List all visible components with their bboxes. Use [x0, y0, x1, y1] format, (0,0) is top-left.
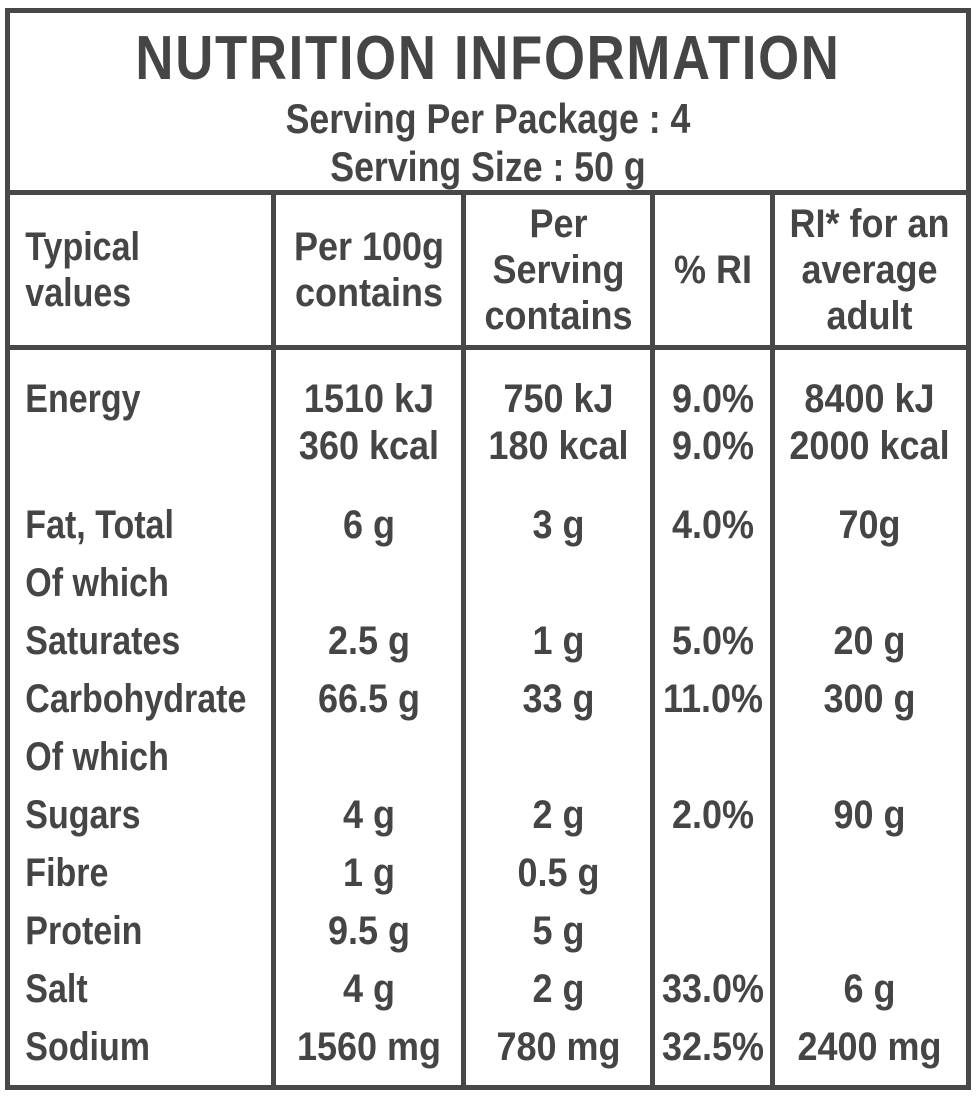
column-divider: [770, 195, 775, 1085]
percent-ri-value: [659, 728, 767, 786]
per-serving-value: 3 g: [532, 503, 585, 547]
percent-ri-value: 33.0%: [661, 967, 765, 1011]
nutrient-name: Saturates: [25, 619, 181, 663]
per-serving-value: 0.5 g: [517, 851, 600, 895]
title-section: NUTRITION INFORMATION Serving Per Packag…: [10, 13, 966, 195]
per-serving-value: 2 g: [532, 793, 585, 837]
per-100g-value: [284, 728, 455, 786]
nutrient-name: Fat, Total: [25, 503, 174, 547]
nutrient-name: Salt: [25, 967, 88, 1011]
header-ri-average-adult: RI* for an average adult: [789, 202, 950, 338]
table-row-of-which: Of which: [10, 554, 966, 612]
nutrient-name: Sugars: [25, 793, 141, 837]
ri-average-adult-value: 20 g: [833, 619, 906, 663]
nutrient-name: Carbohydrate: [25, 677, 247, 721]
table-row-saturates: Saturates 2.5 g 1 g 5.0% 20 g: [10, 612, 966, 670]
ri-average-adult-value: [783, 902, 957, 960]
serving-per-package: Serving Per Package : 4: [285, 95, 691, 142]
header-per-100g: Per 100g contains: [293, 225, 445, 315]
nutrition-label: NUTRITION INFORMATION Serving Per Packag…: [5, 8, 971, 1090]
table-row-protein: Protein 9.5 g 5 g: [10, 902, 966, 960]
ri-average-adult-value: 70g: [838, 503, 901, 547]
per-serving-value: 780 mg: [496, 1025, 621, 1069]
per-serving-value: 5 g: [532, 909, 585, 953]
per-100g-value: 1 g: [342, 851, 396, 895]
table-row-carbohydrate: Carbohydrate 66.5 g 33 g 11.0% 300 g: [10, 670, 966, 728]
per-serving-value: 750 kJ 180 kcal: [488, 377, 629, 468]
ri-average-adult-value: 6 g: [843, 967, 896, 1011]
percent-ri-value: 2.0%: [671, 793, 755, 837]
per-100g-value: 66.5 g: [317, 677, 421, 721]
percent-ri-value: 5.0%: [671, 619, 755, 663]
percent-ri-value: [659, 844, 767, 902]
table-row-of-which: Of which: [10, 728, 966, 786]
per-serving-value: [473, 728, 643, 786]
per-100g-value: 1510 kJ 360 kcal: [298, 377, 440, 468]
percent-ri-value: [659, 902, 767, 960]
table-row-energy: Energy 1510 kJ 360 kcal 750 kJ 180 kcal …: [10, 376, 966, 496]
percent-ri-value: 4.0%: [671, 503, 755, 547]
per-serving-value: [473, 554, 643, 612]
header-percent-ri: % RI: [673, 248, 753, 292]
per-100g-value: 1560 mg: [296, 1025, 442, 1069]
percent-ri-value: 32.5%: [661, 1025, 765, 1069]
per-100g-value: 4 g: [342, 793, 396, 837]
table-body: Energy 1510 kJ 360 kcal 750 kJ 180 kcal …: [10, 350, 966, 1076]
table-row-fat-total: Fat, Total 6 g 3 g 4.0% 70g: [10, 496, 966, 554]
percent-ri-value: 11.0%: [662, 677, 764, 721]
page-title: NUTRITION INFORMATION: [135, 24, 841, 93]
table-row-sugars: Sugars 4 g 2 g 2.0% 90 g: [10, 786, 966, 844]
nutrient-name: Of which: [25, 735, 169, 779]
nutrient-name: Of which: [25, 561, 169, 605]
nutrient-name: Sodium: [25, 1025, 150, 1069]
column-divider: [461, 195, 466, 1085]
header-per-serving: Per Serving contains: [484, 202, 633, 338]
per-100g-value: [284, 554, 455, 612]
per-100g-value: 2.5 g: [327, 619, 411, 663]
ri-average-adult-value: 8400 kJ 2000 kcal: [789, 377, 950, 468]
table-row-salt: Salt 4 g 2 g 33.0% 6 g: [10, 960, 966, 1018]
nutrient-name: Fibre: [25, 851, 109, 895]
column-divider: [271, 195, 276, 1085]
per-serving-value: 2 g: [532, 967, 585, 1011]
header-typical-values: Typical values: [25, 225, 140, 315]
per-serving-value: 1 g: [532, 619, 585, 663]
ri-average-adult-value: 90 g: [833, 793, 906, 837]
table-header-row: Typical values Per 100g contains Per Ser…: [10, 195, 966, 350]
ri-average-adult-value: [783, 728, 957, 786]
nutrient-name: Protein: [25, 909, 143, 953]
ri-average-adult-value: 2400 mg: [797, 1025, 942, 1069]
ri-average-adult-value: [783, 554, 957, 612]
percent-ri-value: 9.0% 9.0%: [671, 377, 755, 468]
nutrient-name: Energy: [25, 377, 141, 421]
ri-average-adult-value: 300 g: [823, 677, 916, 721]
per-100g-value: 6 g: [342, 503, 396, 547]
nutrition-table: Typical values Per 100g contains Per Ser…: [10, 195, 966, 1085]
table-row-fibre: Fibre 1 g 0.5 g: [10, 844, 966, 902]
percent-ri-value: [659, 554, 767, 612]
serving-size: Serving Size : 50 g: [330, 143, 646, 190]
table-row-sodium: Sodium 1560 mg 780 mg 32.5% 2400 mg: [10, 1018, 966, 1076]
per-100g-value: 4 g: [342, 967, 396, 1011]
per-100g-value: 9.5 g: [327, 909, 411, 953]
per-serving-value: 33 g: [522, 677, 595, 721]
column-divider: [650, 195, 655, 1085]
ri-average-adult-value: [783, 844, 957, 902]
